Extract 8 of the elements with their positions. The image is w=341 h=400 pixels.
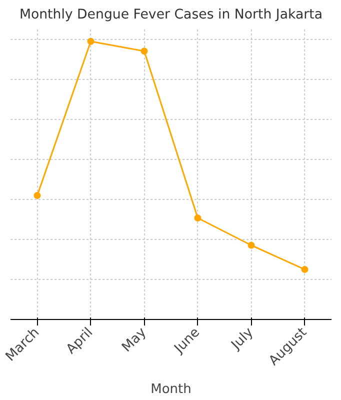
point (87, 38, 94, 45)
chart-title: Monthly Dengue Fever Cases in North Jakarta (19, 8, 323, 22)
point (248, 242, 255, 249)
point (140, 48, 148, 55)
point (194, 214, 202, 222)
point (34, 192, 41, 199)
point (301, 266, 308, 273)
x-axis-title: Month (150, 382, 192, 398)
